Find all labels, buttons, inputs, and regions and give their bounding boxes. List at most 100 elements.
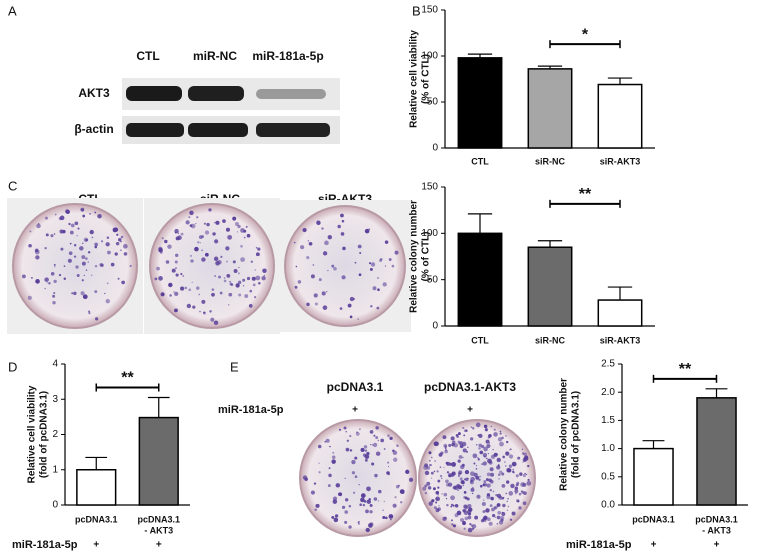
- bar: [633, 447, 674, 506]
- colony-image: [7, 198, 143, 334]
- colony: [321, 291, 326, 296]
- colony: [359, 428, 361, 430]
- colony: [496, 503, 501, 507]
- colony: [478, 443, 483, 448]
- colony: [230, 283, 234, 286]
- colony: [54, 265, 56, 268]
- colony: [508, 491, 514, 496]
- colony: [94, 290, 98, 294]
- colony: [514, 489, 519, 494]
- colony: [192, 305, 196, 309]
- colony: [488, 433, 492, 438]
- colony: [426, 481, 431, 486]
- colony: [492, 490, 495, 493]
- colony: [446, 463, 449, 466]
- colony: [490, 472, 495, 477]
- colony: [175, 253, 179, 257]
- colony: [477, 457, 479, 459]
- colony: [345, 447, 350, 452]
- colony: [394, 250, 399, 255]
- colony: [527, 464, 530, 468]
- colony: [463, 527, 466, 530]
- colony: [318, 462, 320, 464]
- colony: [476, 494, 481, 499]
- colony: [110, 262, 115, 267]
- colony: [240, 245, 243, 248]
- y-tick-label: 2: [52, 429, 58, 440]
- colony: [237, 272, 240, 275]
- y-tick-label: 150: [421, 182, 438, 193]
- treatment-mark: +: [651, 540, 657, 551]
- image-label: pcDNA3.1-AKT3: [424, 380, 516, 394]
- colony: [263, 274, 266, 277]
- colony: [506, 480, 510, 484]
- colony: [344, 520, 348, 524]
- y-tick-label: 0.0: [601, 500, 615, 511]
- colony: [492, 448, 494, 451]
- colony: [188, 216, 191, 219]
- colony: [474, 515, 479, 520]
- y-tick-label: 100: [421, 228, 438, 239]
- colony: [44, 216, 48, 220]
- colony: [83, 274, 85, 276]
- colony: [240, 257, 245, 262]
- colony: [452, 504, 455, 507]
- colony: [497, 473, 501, 477]
- colony: [461, 456, 464, 459]
- lane-label: CTL: [136, 49, 159, 63]
- colony: [349, 315, 353, 319]
- colony: [197, 241, 200, 244]
- colony: [522, 461, 524, 463]
- colony: [217, 260, 222, 265]
- colony: [446, 503, 449, 507]
- colony: [431, 499, 435, 503]
- colony: [69, 242, 72, 245]
- colony: [460, 479, 465, 485]
- colony: [340, 213, 344, 218]
- colony: [400, 501, 403, 504]
- colony: [522, 473, 527, 478]
- colony: [366, 451, 370, 456]
- colony: [493, 432, 498, 437]
- colony: [506, 440, 509, 444]
- colony: [460, 464, 465, 470]
- colony: [472, 453, 478, 459]
- x-tick-label: pcDNA3.1: [632, 514, 675, 524]
- colony: [344, 477, 346, 480]
- colony: [437, 479, 441, 483]
- colony: [112, 227, 118, 233]
- colony: [459, 444, 464, 449]
- colony: [435, 501, 438, 504]
- x-tick-label: pcDNA3.1: [695, 514, 738, 524]
- colony: [326, 290, 328, 293]
- colony: [462, 520, 466, 525]
- colony: [475, 443, 478, 446]
- y-tick-label: 0: [432, 143, 438, 154]
- colony: [524, 472, 527, 475]
- treatment-label: miR-181a-5p: [218, 404, 284, 416]
- colony: [373, 497, 378, 501]
- colony: [73, 255, 77, 258]
- colony: [123, 243, 128, 249]
- colony: [501, 497, 504, 500]
- colony: [442, 435, 447, 440]
- colony: [88, 251, 91, 254]
- colony: [339, 307, 343, 310]
- colony: [450, 505, 453, 508]
- colony: [516, 499, 520, 503]
- colony: [433, 487, 436, 491]
- colony: [395, 485, 400, 489]
- colony: [331, 459, 336, 464]
- colony: [238, 266, 240, 269]
- colony: [328, 473, 332, 478]
- colony: [462, 448, 467, 453]
- colony: [468, 507, 473, 512]
- colony: [471, 492, 474, 495]
- colony: [504, 461, 506, 463]
- bar: [696, 397, 737, 506]
- colony: [356, 431, 359, 434]
- colony: [34, 249, 40, 255]
- colony: [477, 458, 480, 461]
- colony: [227, 234, 233, 240]
- colony: [332, 451, 335, 454]
